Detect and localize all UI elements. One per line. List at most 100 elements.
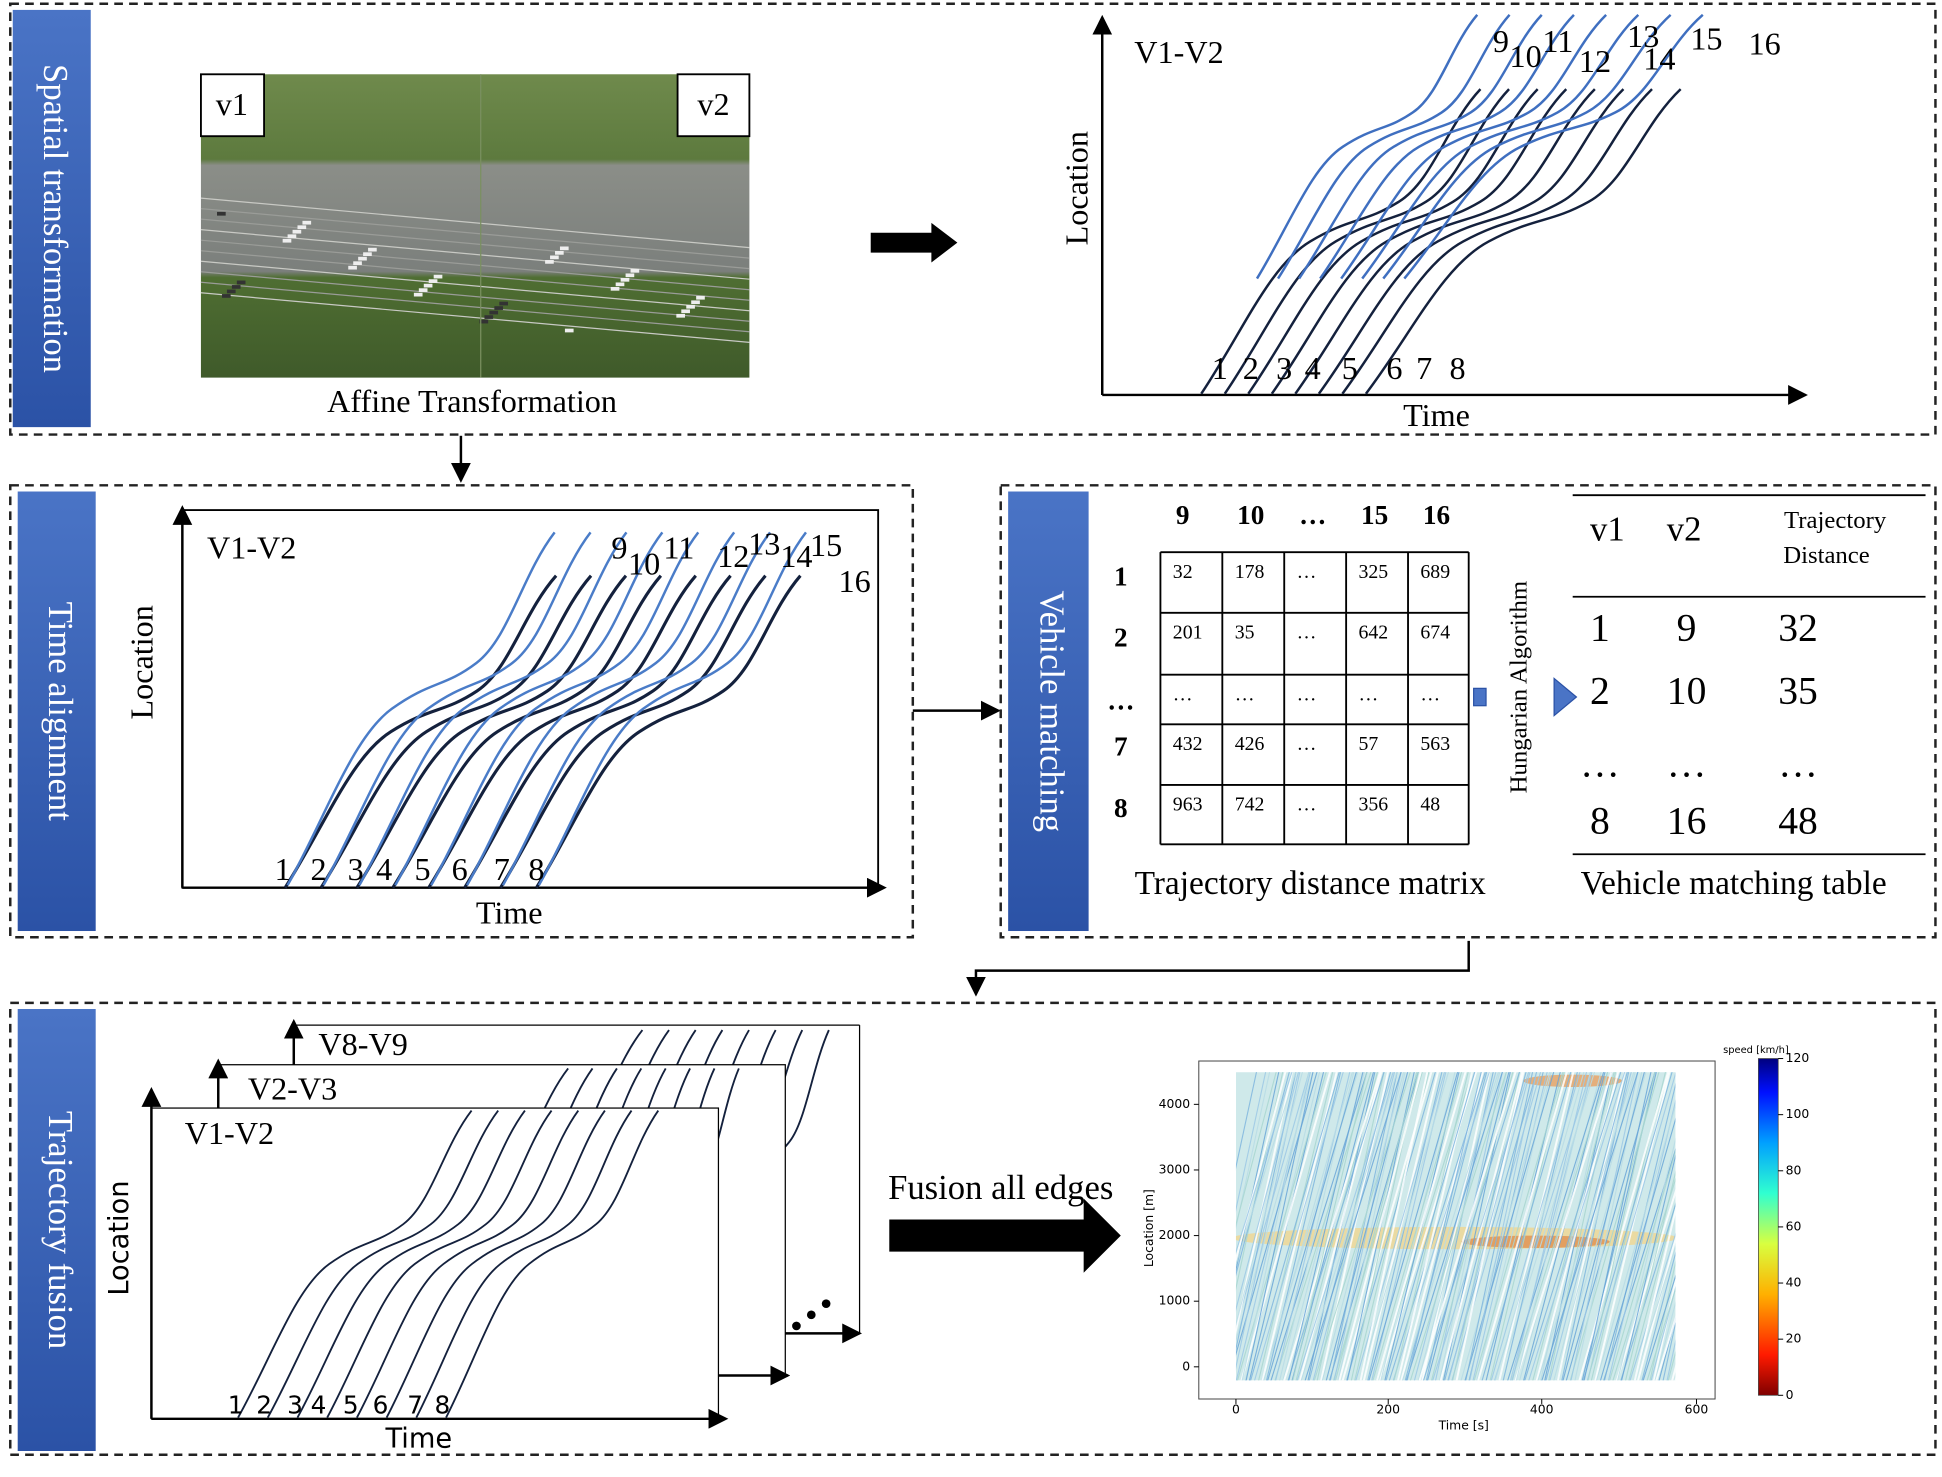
v2-box: [676, 73, 751, 138]
content: Spatial transformation v1 v2 Affine Transfo…: [9, 2, 1937, 1456]
trajectory-trace: [1655, 1315, 1676, 1381]
car: [368, 247, 377, 252]
colorbar-label: speed [km/h]: [1723, 1045, 1789, 1056]
car: [236, 280, 246, 285]
trajectory-trace: [1235, 1072, 1293, 1336]
trajectory-trace: [1532, 1072, 1615, 1381]
matrix-cell: 563: [1420, 733, 1450, 755]
trajectory-trace: [1464, 1072, 1555, 1381]
arrow: [889, 1198, 1121, 1273]
table-cell: 8: [1590, 799, 1610, 843]
matrix-cell: 432: [1173, 733, 1203, 755]
table-cell: …: [1580, 742, 1620, 786]
colorbar-tick-label: 40: [1786, 1276, 1802, 1290]
lane: [200, 218, 750, 270]
trajectory: [499, 574, 767, 889]
car: [625, 273, 635, 278]
trajectory-trace: [1296, 1072, 1394, 1381]
trajectory-trace: [1439, 1072, 1524, 1381]
trajectory-id: 4: [311, 1390, 327, 1419]
trajectory-trace: [1545, 1072, 1628, 1381]
x-tick-label: 200: [1376, 1403, 1400, 1417]
trajectory-trace: [1346, 1072, 1436, 1381]
y-tick-label: 3000: [1159, 1162, 1191, 1176]
trajectory-trace: [1524, 1072, 1622, 1381]
connector: [1473, 687, 1487, 707]
table-header: v2: [1667, 510, 1702, 548]
row-header: …: [1107, 685, 1134, 715]
trajectory: [1276, 14, 1511, 280]
trajectory-trace: [1641, 1251, 1676, 1381]
trajectory-trace: [1649, 1260, 1676, 1381]
trajectory: [1255, 14, 1479, 280]
trajectory: [1361, 13, 1640, 280]
trajectory-trace: [1625, 1170, 1676, 1381]
plot-label: V1-V2: [207, 529, 296, 565]
table-cell: 48: [1778, 799, 1818, 843]
trajectory-trace: [1372, 1072, 1463, 1381]
matrix-cell: 325: [1359, 561, 1389, 583]
trajectory-trace: [1338, 1072, 1422, 1381]
trajectory: [1341, 88, 1653, 395]
trajectory-id: 13: [1627, 18, 1659, 54]
trajectory-trace: [1469, 1072, 1538, 1381]
car: [630, 268, 640, 273]
table-cell: 9: [1677, 606, 1697, 650]
section-frame: [9, 484, 915, 939]
car: [282, 238, 292, 243]
column-header: 16: [1423, 500, 1450, 530]
matrix-cell: 32: [1173, 561, 1193, 583]
trajectory-id: 14: [780, 538, 812, 574]
trajectory: [1270, 88, 1568, 395]
row-header: 1: [1114, 562, 1128, 592]
car: [292, 229, 302, 234]
section-title: Trajectory fusion: [41, 1111, 79, 1349]
trajectory-id: 11: [1542, 23, 1573, 59]
title-bar: [17, 491, 96, 932]
trajectory-trace: [1637, 1234, 1676, 1381]
trajectory-trace: [1515, 1072, 1591, 1381]
axis-label: Time: [476, 895, 543, 931]
trajectory-id: 13: [748, 526, 780, 562]
trajectory-trace: [1392, 1072, 1490, 1381]
matrix-cell: …: [1235, 683, 1255, 705]
trajectory: [1294, 88, 1596, 395]
trajectory-id: 9: [1493, 23, 1509, 59]
matrix-cell: 178: [1235, 561, 1265, 583]
trajectory: [463, 574, 732, 889]
axis-label: Location: [124, 605, 160, 719]
plot-label: V1-V2: [1134, 34, 1223, 70]
trajectory: [355, 574, 628, 889]
label: v2: [697, 86, 729, 122]
matrix-cell: …: [1297, 683, 1317, 705]
trajectory-trace: [1421, 1072, 1491, 1381]
trajectory: [356, 1109, 580, 1419]
car: [484, 315, 494, 319]
trajectory: [322, 531, 592, 886]
car: [297, 225, 307, 230]
trajectory-trace: [1236, 1072, 1327, 1381]
trajectory-trace: [1742, 1070, 1825, 1384]
lane: [200, 260, 750, 312]
trajectory-id: 5: [414, 851, 430, 887]
x-tick-label: 400: [1530, 1403, 1554, 1417]
table-cell: 32: [1778, 606, 1818, 650]
trajectory-trace: [1578, 1072, 1670, 1381]
trajectory-id: 12: [1579, 43, 1611, 79]
trajectory-trace: [1615, 1188, 1676, 1381]
car: [231, 285, 241, 289]
trajectory-trace: [1481, 1072, 1572, 1381]
trajectory-trace: [1628, 1201, 1676, 1381]
trajectory-trace: [1465, 1072, 1534, 1381]
trajectory-trace: [1292, 1072, 1368, 1381]
aerial-photo: [200, 74, 750, 378]
trajectory-trace: [1511, 1072, 1588, 1381]
matrix-cell: …: [1173, 683, 1193, 705]
table-cell: …: [1778, 742, 1818, 786]
trajectory-id: 2: [310, 851, 326, 887]
trajectory-trace: [1267, 1072, 1357, 1381]
trajectory-trace: [1642, 1274, 1676, 1381]
trajectory-trace: [1603, 1148, 1676, 1381]
trajectory: [1403, 13, 1704, 280]
